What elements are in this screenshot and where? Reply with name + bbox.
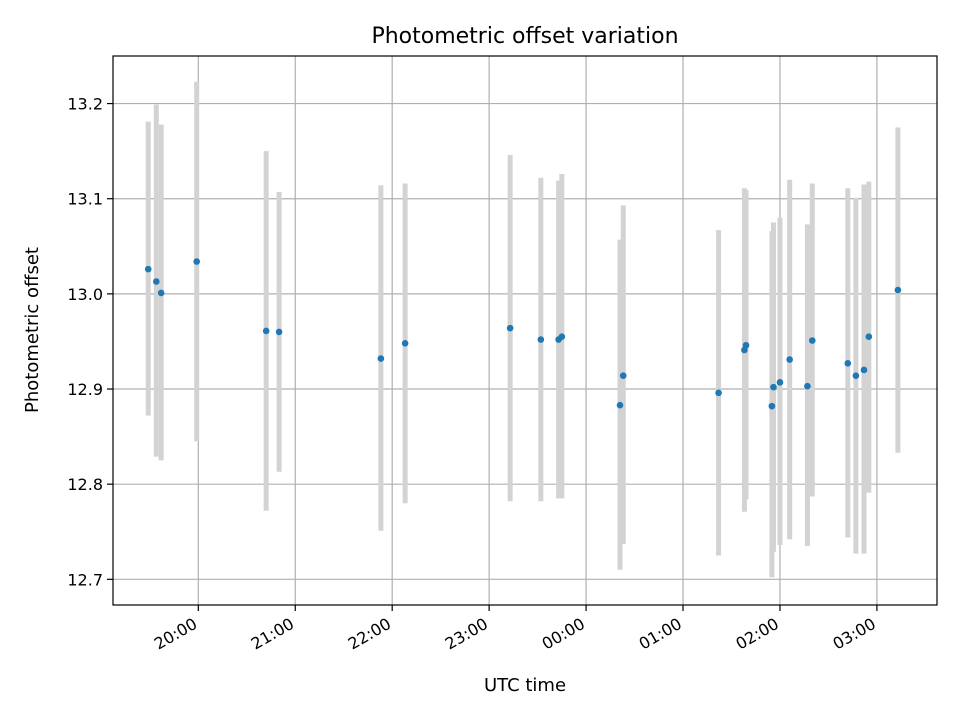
x-axis-title: UTC time [484, 675, 566, 696]
y-tick-label: 12.8 [67, 475, 103, 494]
y-tick-label: 13.1 [67, 190, 103, 209]
grid [113, 56, 937, 605]
data-point [786, 356, 793, 363]
chart-title: Photometric offset variation [371, 24, 678, 49]
y-tick-label: 12.7 [67, 570, 103, 589]
data-point [153, 278, 160, 285]
data-point [865, 333, 873, 340]
data-point [742, 341, 750, 349]
data-point [715, 389, 722, 397]
data-point [193, 258, 200, 265]
data-point [506, 324, 514, 332]
y-tick-label: 12.9 [67, 380, 103, 399]
data-point [558, 333, 566, 340]
data-point [770, 383, 777, 391]
data-point [377, 355, 385, 362]
data-point [537, 336, 545, 343]
plot-frame [112, 55, 938, 606]
data-point [894, 286, 902, 294]
data-point [844, 360, 852, 367]
y-tick-label: 13.0 [67, 285, 103, 304]
y-axis-title: Photometric offset [22, 247, 43, 413]
data-point [616, 401, 624, 409]
data-point [768, 402, 776, 410]
y-tick-label: 13.2 [67, 95, 103, 114]
data-point [852, 372, 860, 379]
data-point [619, 372, 627, 379]
data-point [401, 340, 409, 347]
data-points [144, 258, 902, 410]
data-point [776, 379, 784, 386]
data-point [262, 327, 270, 335]
data-point [157, 289, 165, 297]
data-point [275, 328, 283, 336]
data-point [808, 337, 816, 344]
data-point [144, 265, 152, 273]
data-point [804, 382, 811, 390]
data-point [860, 366, 868, 374]
